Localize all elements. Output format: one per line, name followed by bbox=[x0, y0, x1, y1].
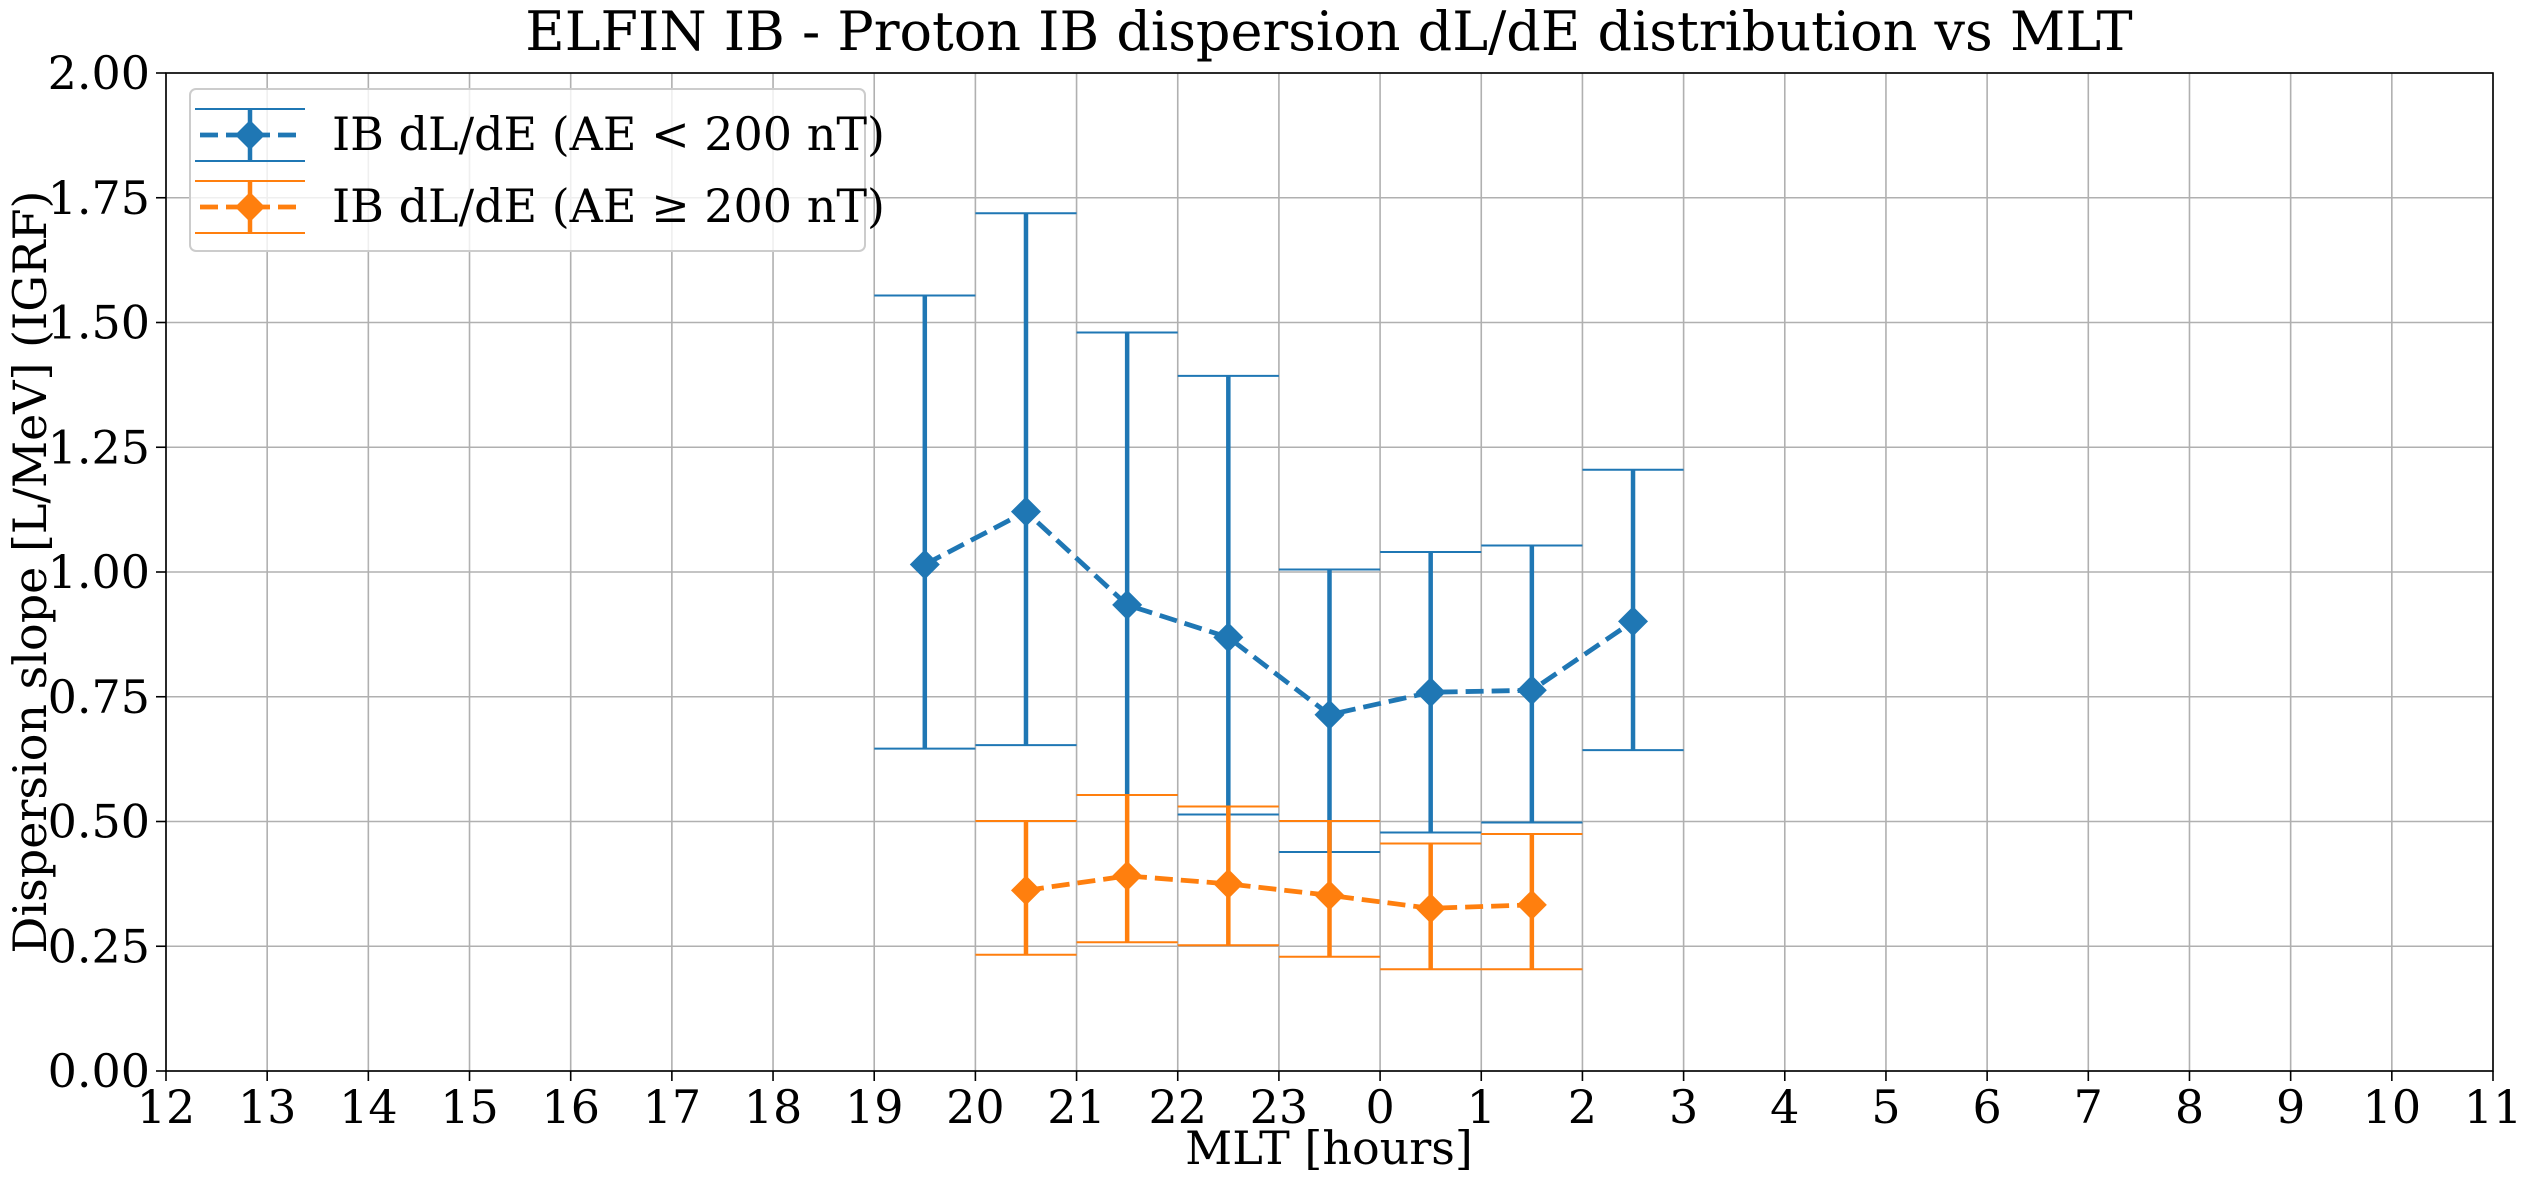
legend-marker bbox=[235, 192, 265, 222]
x-tick-label: 17 bbox=[643, 1080, 702, 1134]
marker bbox=[909, 549, 940, 580]
marker bbox=[1415, 677, 1446, 708]
marker bbox=[1213, 622, 1244, 653]
x-tick-label: 15 bbox=[440, 1080, 499, 1134]
chart-title: ELFIN IB - Proton IB dispersion dL/dE di… bbox=[525, 0, 2132, 63]
y-tick-label: 0.25 bbox=[48, 919, 150, 973]
x-tick-label: 5 bbox=[1871, 1080, 1900, 1134]
x-tick-label: 18 bbox=[744, 1080, 803, 1134]
marker bbox=[1314, 880, 1345, 911]
series-line bbox=[1025, 873, 1532, 911]
y-tick-label: 2.00 bbox=[48, 46, 150, 100]
x-tick-label: 21 bbox=[1047, 1080, 1106, 1134]
x-tick-label: 13 bbox=[238, 1080, 297, 1134]
x-tick-label: 12 bbox=[137, 1080, 196, 1134]
legend-box bbox=[189, 88, 866, 252]
y-tick-label: 1.75 bbox=[48, 171, 150, 225]
marker bbox=[1213, 868, 1244, 899]
x-tick-label: 3 bbox=[1669, 1080, 1698, 1134]
x-tick-label: 23 bbox=[1250, 1080, 1309, 1134]
x-tick-label: 2 bbox=[1568, 1080, 1597, 1134]
legend-label: IB dL/dE (AE ≥ 200 nT) bbox=[332, 179, 885, 233]
x-tick-label: 16 bbox=[541, 1080, 600, 1134]
x-tick-label: 22 bbox=[1148, 1080, 1207, 1134]
y-axis-label: Dispersion slope [L/MeV] (IGRF) bbox=[3, 191, 57, 954]
x-tick-label: 6 bbox=[1972, 1080, 2001, 1134]
x-tick-label: 19 bbox=[845, 1080, 904, 1134]
x-tick-label: 9 bbox=[2276, 1080, 2305, 1134]
marker bbox=[1010, 496, 1041, 527]
x-tick-label: 11 bbox=[2464, 1080, 2523, 1134]
marker bbox=[1415, 893, 1446, 924]
x-tick-label: 1 bbox=[1467, 1080, 1496, 1134]
series bbox=[975, 794, 1583, 971]
legend: IB dL/dE (AE < 200 nT) IB dL/dE (AE ≥ 200… bbox=[189, 88, 885, 252]
y-tick-label: 1.00 bbox=[48, 545, 150, 599]
y-tick-label: 1.50 bbox=[48, 296, 150, 350]
marker bbox=[1112, 589, 1143, 620]
marker bbox=[1516, 889, 1547, 920]
series-line bbox=[923, 508, 1635, 718]
x-tick-label: 4 bbox=[1770, 1080, 1799, 1134]
x-tick-label: 10 bbox=[2363, 1080, 2422, 1134]
marker bbox=[1516, 675, 1547, 706]
plot-frame bbox=[165, 72, 2494, 1072]
y-tick-label: 0.00 bbox=[48, 1044, 150, 1098]
y-tick-label: 1.25 bbox=[48, 420, 150, 474]
legend-marker bbox=[235, 120, 265, 150]
y-tick-label: 0.50 bbox=[48, 795, 150, 849]
legend-label: IB dL/dE (AE < 200 nT) bbox=[332, 107, 885, 161]
marker bbox=[1112, 860, 1143, 891]
marker bbox=[1010, 875, 1041, 906]
y-tick-label: 0.75 bbox=[48, 670, 150, 724]
x-tick-label: 7 bbox=[2074, 1080, 2103, 1134]
marker bbox=[1618, 606, 1649, 637]
marker bbox=[1314, 699, 1345, 730]
x-tick-label: 0 bbox=[1365, 1080, 1394, 1134]
x-tick-label: 20 bbox=[946, 1080, 1005, 1134]
x-axis-label: MLT [hours] bbox=[1185, 1121, 1473, 1175]
x-tick-label: 14 bbox=[339, 1080, 398, 1134]
x-tick-label: 8 bbox=[2175, 1080, 2204, 1134]
